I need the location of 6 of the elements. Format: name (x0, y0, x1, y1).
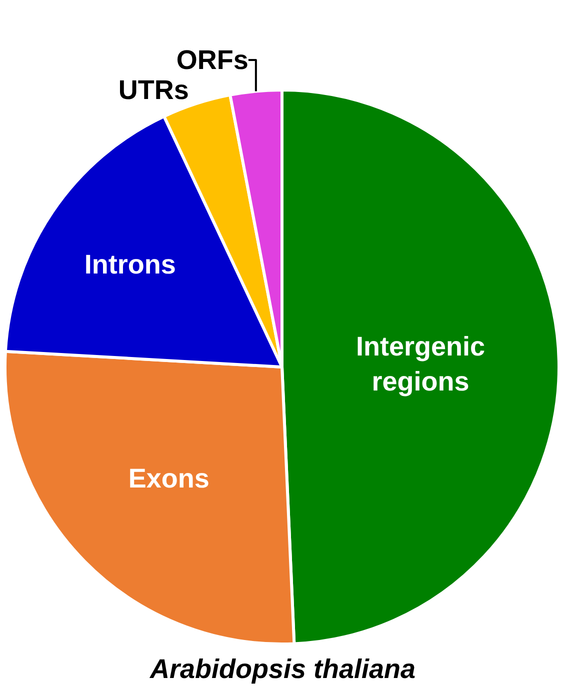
slice-label: UTRs (118, 74, 189, 105)
slice-label: ORFs (176, 44, 248, 75)
slice-label: Introns (84, 249, 176, 280)
text: Arabidopsis thaliana (149, 654, 416, 684)
slice-label: Intergenic regions (356, 331, 485, 397)
slice-label: Exons (128, 464, 210, 494)
